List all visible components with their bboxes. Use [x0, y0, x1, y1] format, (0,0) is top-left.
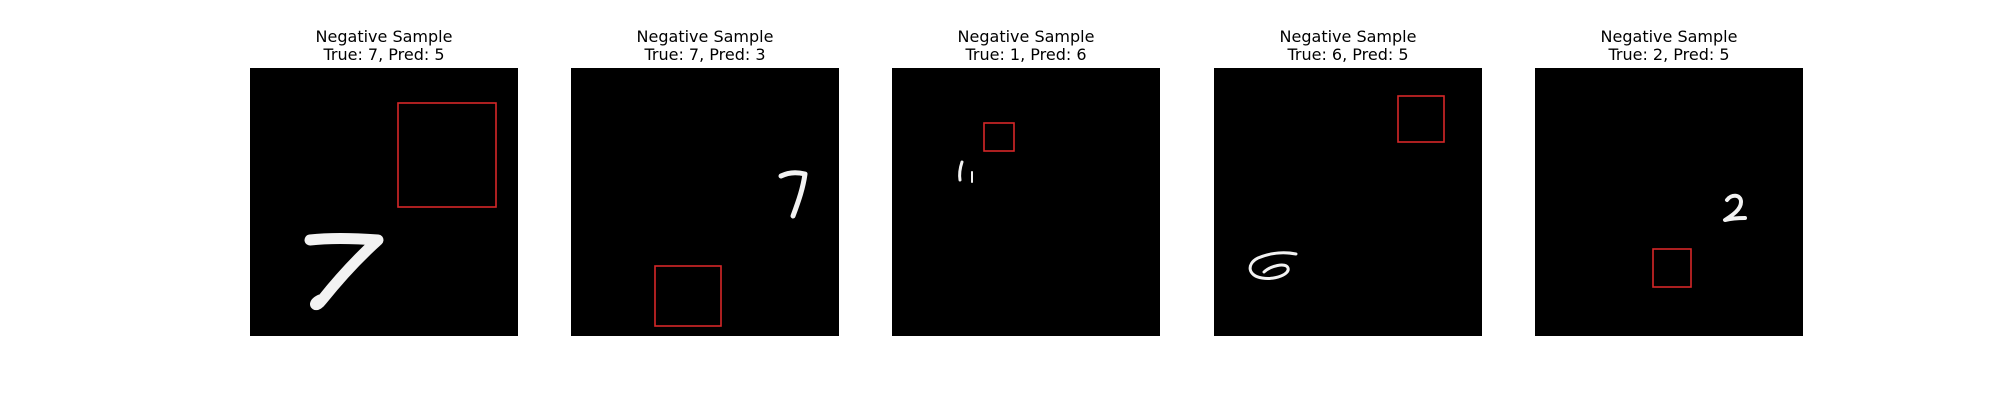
panel-title: Negative Sample True: 7, Pred: 3 — [571, 28, 839, 68]
sample-image — [1535, 68, 1803, 336]
sample-image — [892, 68, 1160, 336]
sample-panel-5: Negative Sample True: 2, Pred: 5 — [1535, 28, 1803, 336]
digit-six-stroke — [1248, 251, 1298, 280]
digit-one-stroke — [958, 160, 973, 183]
panel-heading: Negative Sample — [1279, 27, 1417, 46]
panel-heading: Negative Sample — [1600, 27, 1738, 46]
panel-heading: Negative Sample — [315, 27, 453, 46]
sample-panel-4: Negative Sample True: 6, Pred: 5 — [1214, 28, 1482, 336]
panel-title: Negative Sample True: 6, Pred: 5 — [1214, 28, 1482, 68]
panel-title: Negative Sample True: 1, Pred: 6 — [892, 28, 1160, 68]
region-box — [1397, 95, 1445, 143]
panel-heading: Negative Sample — [636, 27, 774, 46]
digit-seven-stroke — [304, 233, 384, 311]
region-box — [983, 122, 1015, 152]
digit-two-stroke — [1723, 193, 1747, 222]
panel-caption: True: 1, Pred: 6 — [965, 45, 1087, 64]
panel-caption: True: 7, Pred: 5 — [323, 45, 445, 64]
panel-caption: True: 7, Pred: 3 — [644, 45, 766, 64]
region-box — [1652, 248, 1692, 288]
digit-seven-stroke — [778, 170, 808, 219]
region-box — [397, 102, 497, 208]
sample-panel-1: Negative Sample True: 7, Pred: 5 — [250, 28, 518, 336]
panel-heading: Negative Sample — [957, 27, 1095, 46]
sample-image — [1214, 68, 1482, 336]
region-box — [654, 265, 722, 327]
sample-panel-2: Negative Sample True: 7, Pred: 3 — [571, 28, 839, 336]
sample-panel-3: Negative Sample True: 1, Pred: 6 — [892, 28, 1160, 336]
panel-caption: True: 6, Pred: 5 — [1287, 45, 1409, 64]
panel-title: Negative Sample True: 7, Pred: 5 — [250, 28, 518, 68]
sample-image — [571, 68, 839, 336]
sample-image — [250, 68, 518, 336]
panel-caption: True: 2, Pred: 5 — [1608, 45, 1730, 64]
panel-title: Negative Sample True: 2, Pred: 5 — [1535, 28, 1803, 68]
